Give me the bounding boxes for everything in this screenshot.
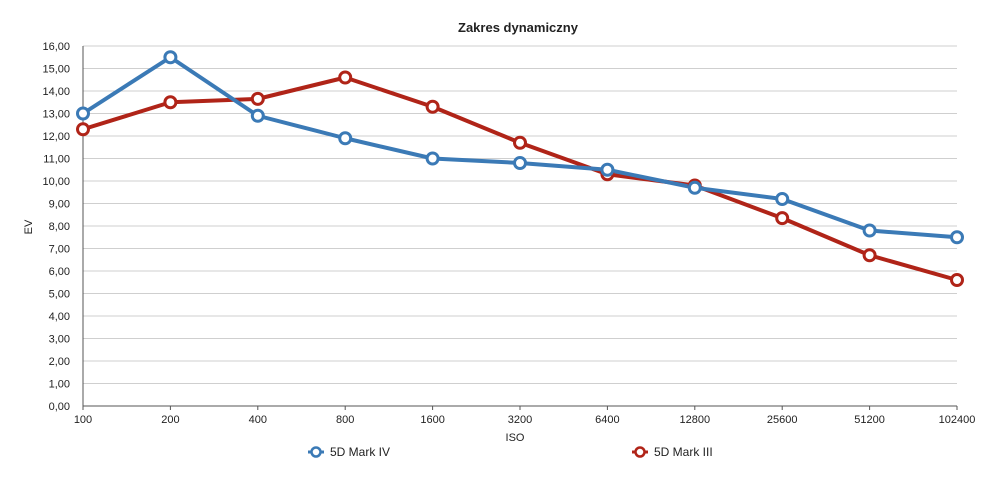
y-tick-label: 11,00 — [43, 154, 70, 166]
data-point — [950, 230, 964, 245]
data-point — [687, 180, 702, 195]
data-point — [338, 131, 353, 146]
y-tick-label: 15,00 — [42, 64, 70, 76]
data-point — [600, 162, 615, 177]
data-point — [76, 122, 90, 137]
legend-label: 5D Mark IV — [330, 445, 390, 459]
y-tick-label: 0,00 — [49, 401, 70, 413]
y-tick-label: 12,00 — [42, 131, 70, 143]
data-point — [862, 223, 877, 238]
data-point — [163, 95, 178, 110]
y-tick-label: 5,00 — [49, 289, 70, 301]
data-point — [250, 91, 265, 106]
data-point — [950, 273, 964, 287]
x-tick-label: 6400 — [595, 414, 619, 426]
x-tick-label: 800 — [336, 414, 354, 426]
x-tick-label: 200 — [161, 414, 179, 426]
y-tick-label: 4,00 — [49, 311, 70, 323]
y-tick-label: 10,00 — [42, 176, 70, 188]
chart-title: Zakres dynamiczny — [458, 20, 579, 35]
y-tick-label: 6,00 — [49, 266, 70, 278]
data-point — [513, 135, 527, 150]
legend-swatch-marker — [310, 446, 322, 458]
data-point — [250, 108, 265, 123]
y-tick-label: 1,00 — [49, 379, 70, 391]
y-tick-label: 14,00 — [42, 86, 70, 98]
x-tick-label: 1600 — [420, 414, 444, 426]
legend: 5D Mark IV 5D Mark III — [308, 445, 713, 459]
x-tick-label: 12800 — [680, 414, 711, 426]
data-point — [76, 106, 90, 121]
data-point — [775, 192, 790, 206]
y-tick-labels: 0,00 1,00 2,00 3,00 4,00 5,00 6,00 7,00 8,00 9,00… — [42, 41, 70, 413]
legend-label: 5D Mark III — [654, 445, 713, 459]
y-tick-label: 13,00 — [42, 109, 70, 121]
y-tick-label: 7,00 — [49, 244, 70, 256]
x-tick-label: 102400 — [939, 414, 976, 426]
data-point — [775, 211, 790, 226]
y-tick-label: 8,00 — [49, 221, 70, 233]
y-tick-label: 16,00 — [42, 41, 70, 53]
data-point — [338, 70, 353, 85]
series-markers — [76, 50, 964, 287]
data-point — [425, 151, 440, 166]
data-point — [425, 99, 440, 114]
x-tick-label: 51200 — [854, 414, 885, 426]
x-tick-label: 400 — [249, 414, 267, 426]
y-tick-label: 2,00 — [49, 356, 70, 368]
data-point — [862, 248, 877, 263]
y-axis-label: EV — [23, 219, 35, 234]
data-point — [513, 156, 527, 170]
data-point — [163, 50, 178, 65]
x-tick-label: 100 — [74, 414, 92, 426]
y-tick-label: 9,00 — [49, 199, 70, 211]
legend-swatch-marker — [634, 446, 646, 458]
x-tick-label: 3200 — [508, 414, 532, 426]
y-tick-label: 3,00 — [49, 334, 70, 346]
x-axis-label: ISO — [506, 432, 525, 444]
x-tick-labels: 100 200 400 800 1600 3200 6400 12800 25600 51200 1… — [74, 414, 976, 426]
series-line — [81, 75, 959, 282]
x-tick-label: 25600 — [767, 414, 798, 426]
